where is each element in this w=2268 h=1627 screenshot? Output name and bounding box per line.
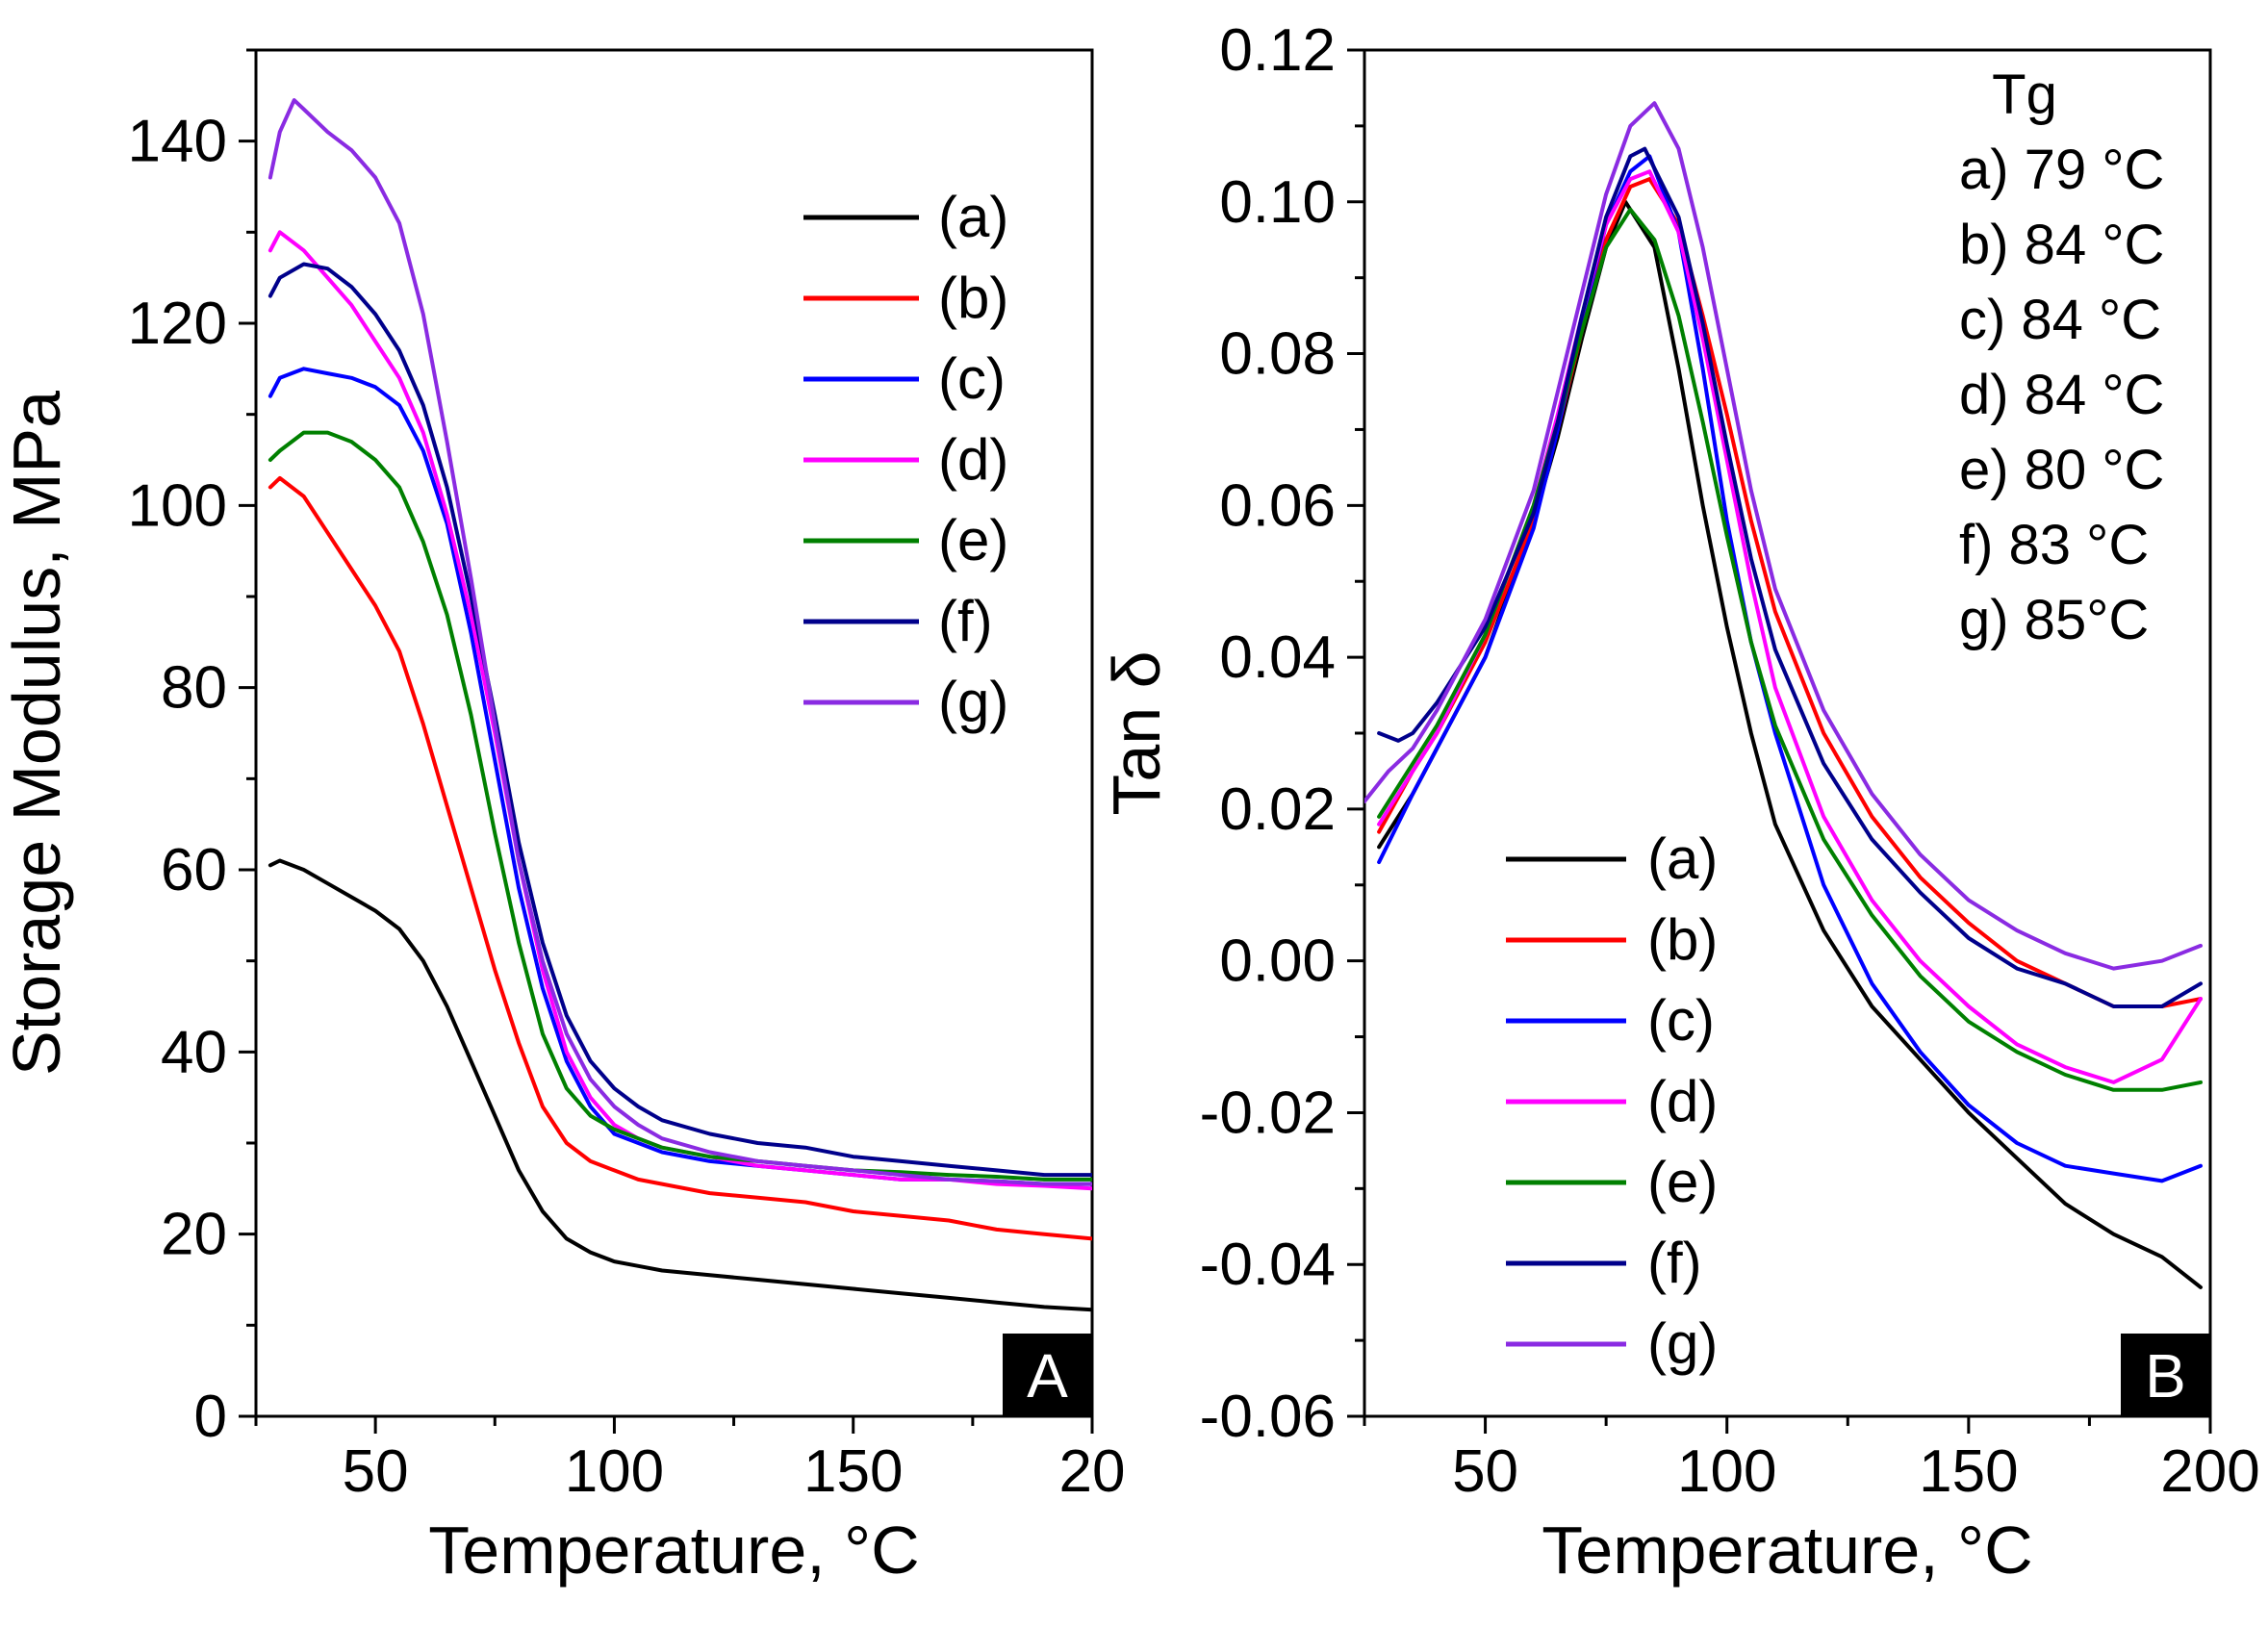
x-tick-label: 50 <box>1452 1438 1518 1505</box>
plot-frame <box>254 48 1094 1418</box>
series-line-c <box>1377 154 2203 1183</box>
tg-value: b) 84 °C <box>1959 214 2164 276</box>
tg-value: a) 79 °C <box>1959 139 2164 201</box>
y-tick-label: 100 <box>128 472 227 539</box>
x-tick-label: 20 <box>1059 1438 1126 1505</box>
y-tick-label: 0.06 <box>1219 472 1336 539</box>
chart-panel-a: 50 100 150 20020406080100120140Temperature,… <box>0 48 1126 1588</box>
series-line-g <box>1364 101 2203 971</box>
series-line-f <box>1377 146 2203 1008</box>
y-tick-label: 0 <box>194 1384 227 1450</box>
y-tick-label: 80 <box>161 655 227 722</box>
y-tick-label: 0.04 <box>1219 624 1336 691</box>
tg-value: e) 80 °C <box>1959 439 2164 501</box>
tg-title: Tg <box>1992 64 2057 126</box>
y-tick-label: -0.06 <box>1200 1384 1336 1450</box>
y-tick-label: 0.10 <box>1219 169 1336 236</box>
legend-label: (f) <box>938 589 993 653</box>
legend-label: (e) <box>938 508 1008 572</box>
x-tick-label: 50 <box>343 1438 409 1505</box>
panel-letter: B <box>2145 1341 2186 1411</box>
legend-label: (d) <box>1647 1069 1718 1133</box>
y-tick-label: 0.02 <box>1219 776 1336 843</box>
x-tick-label: 200 <box>2160 1438 2259 1505</box>
legend-label: (b) <box>1647 907 1718 972</box>
series-line-f <box>268 262 1092 1178</box>
panel-letter-box <box>2121 1334 2210 1416</box>
tg-value: d) 84 °C <box>1959 364 2164 426</box>
legend-label: (c) <box>938 346 1006 411</box>
y-tick-label: 20 <box>161 1202 227 1268</box>
legend-label: (f) <box>1647 1231 1702 1295</box>
legend-label: (b) <box>938 266 1008 330</box>
y-tick-label: 60 <box>161 837 227 903</box>
y-tick-label: 0.00 <box>1219 928 1336 995</box>
series-line-b <box>1377 177 2203 1008</box>
legend-label: (a) <box>1647 826 1718 891</box>
y-tick-label: 0.12 <box>1219 17 1336 84</box>
chart-panel-b: 50 100 150 200 -0.06 -0.04 -0.02 0.00 0.02 0.04 0.… <box>1099 17 2260 1588</box>
series-line-d <box>268 230 1092 1191</box>
y-tick-label: 140 <box>128 109 227 175</box>
x-axis-title: Temperature, °C <box>428 1513 919 1588</box>
y-axis-title: Storage Modulus, MPa <box>0 391 74 1076</box>
y-tick-label: 120 <box>128 291 227 357</box>
x-tick-label: 150 <box>1919 1438 2018 1505</box>
legend-label: (d) <box>938 427 1008 492</box>
x-tick-label: 100 <box>565 1438 664 1505</box>
series-line-b <box>268 475 1092 1241</box>
tg-value: g) 85°C <box>1959 589 2149 651</box>
legend-label: (e) <box>1647 1150 1718 1214</box>
legend-label: (g) <box>938 670 1008 734</box>
legend-label: (g) <box>1647 1311 1718 1376</box>
y-axis-title: Tan δ <box>1099 650 1174 815</box>
panel-letter: A <box>1027 1341 1068 1411</box>
legend-label: (a) <box>938 185 1008 249</box>
series-line-a <box>268 858 1092 1312</box>
series-line-e <box>1377 207 2203 1092</box>
y-tick-label: 40 <box>161 1019 227 1085</box>
y-tick-label: -0.02 <box>1200 1080 1336 1146</box>
panel-letter-box <box>1003 1334 1092 1416</box>
tg-value: c) 84 °C <box>1959 289 2161 351</box>
y-tick-label: 0.08 <box>1219 321 1336 388</box>
tg-value: f) 83 °C <box>1959 514 2149 576</box>
x-axis-title: Temperature, °C <box>1542 1513 2032 1588</box>
x-tick-label: 150 <box>803 1438 903 1505</box>
x-tick-label: 100 <box>1677 1438 1776 1505</box>
y-tick-label: -0.04 <box>1200 1232 1336 1298</box>
legend-label: (c) <box>1647 988 1715 1053</box>
series-line-g <box>268 98 1092 1186</box>
